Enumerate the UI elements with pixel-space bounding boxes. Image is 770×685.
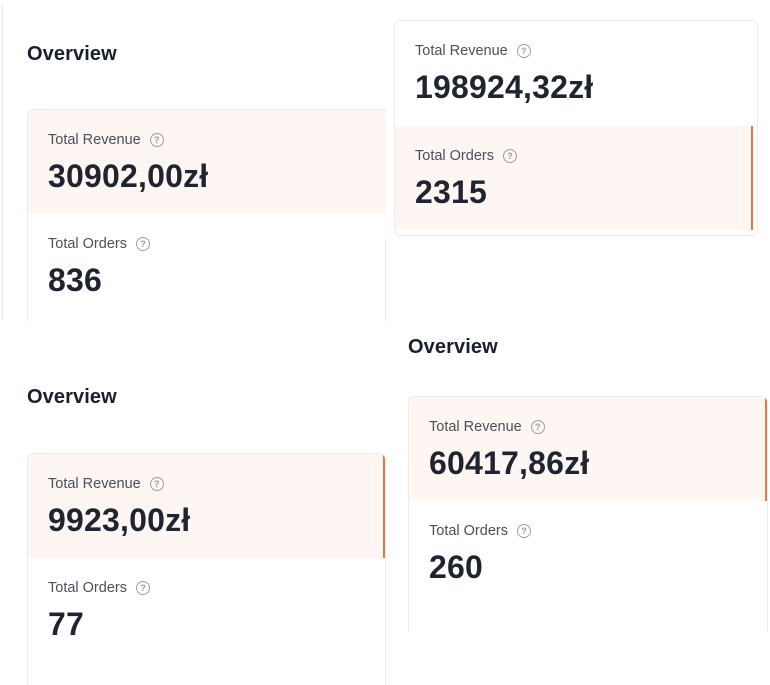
metric-total-revenue[interactable]: Total Revenue ? 60417,86zł	[409, 397, 767, 501]
overview-panel-1: Overview Total Revenue ? 30902,00zł Tota…	[0, 0, 386, 322]
metrics-card: Total Revenue ? 60417,86zł Total Orders …	[408, 396, 768, 632]
metric-label: Total Orders ?	[48, 236, 150, 252]
metric-value: 260	[429, 549, 483, 585]
metrics-card: Total Revenue ? 30902,00zł Total Orders …	[27, 109, 386, 322]
overview-title: Overview	[408, 336, 498, 358]
metrics-card: Total Revenue ? 9923,00zł Total Orders ?…	[27, 453, 386, 685]
metric-value: 836	[48, 262, 102, 298]
help-icon[interactable]: ?	[135, 581, 150, 595]
metric-label: Total Orders ?	[429, 523, 531, 539]
metric-label-text: Total Orders	[48, 236, 127, 252]
overview-title: Overview	[27, 386, 117, 408]
metric-label: Total Orders ?	[415, 148, 517, 164]
metric-label-text: Total Revenue	[48, 476, 141, 492]
help-icon[interactable]: ?	[530, 420, 545, 434]
metric-label: Total Revenue ?	[429, 419, 545, 435]
help-icon[interactable]: ?	[516, 524, 531, 538]
metric-total-orders[interactable]: Total Orders ? 260	[409, 501, 767, 605]
metric-label-text: Total Revenue	[429, 419, 522, 435]
overview-panel-3: Overview Total Revenue ? 9923,00zł Total…	[0, 340, 390, 685]
metric-label-text: Total Revenue	[48, 132, 141, 148]
metric-value: 60417,86zł	[429, 445, 590, 481]
metric-total-orders[interactable]: Total Orders ? 2315	[395, 126, 753, 230]
metric-value: 2315	[415, 174, 487, 210]
metric-label: Total Orders ?	[48, 580, 150, 596]
metric-total-revenue[interactable]: Total Revenue ? 9923,00zł	[28, 454, 385, 558]
overview-title: Overview	[27, 43, 117, 65]
metric-value: 77	[48, 606, 84, 642]
overview-panel-2: Total Revenue ? 198924,32zł Total Orders…	[394, 20, 758, 236]
metric-value: 30902,00zł	[48, 158, 209, 194]
metric-label-text: Total Orders	[415, 148, 494, 164]
overview-panel-4: Overview Total Revenue ? 60417,86zł Tota…	[396, 322, 770, 632]
help-icon[interactable]: ?	[516, 44, 531, 58]
metric-label: Total Revenue ?	[48, 132, 164, 148]
metric-label-text: Total Orders	[429, 523, 508, 539]
metric-total-orders[interactable]: Total Orders ? 77	[28, 558, 385, 662]
panel-border	[2, 5, 3, 320]
metric-label-text: Total Orders	[48, 580, 127, 596]
help-icon[interactable]: ?	[149, 133, 164, 147]
card-right-border	[385, 238, 386, 322]
help-icon[interactable]: ?	[502, 149, 517, 163]
metric-label-text: Total Revenue	[415, 43, 508, 59]
metric-value: 9923,00zł	[48, 502, 191, 538]
help-icon[interactable]: ?	[135, 237, 150, 251]
help-icon[interactable]: ?	[149, 477, 164, 491]
metric-total-orders[interactable]: Total Orders ? 836	[28, 214, 386, 318]
metric-total-revenue[interactable]: Total Revenue ? 30902,00zł	[28, 110, 386, 214]
metric-value: 198924,32zł	[415, 69, 594, 105]
metric-label: Total Revenue ?	[48, 476, 164, 492]
metric-label: Total Revenue ?	[415, 43, 531, 59]
metric-total-revenue[interactable]: Total Revenue ? 198924,32zł	[395, 21, 757, 125]
